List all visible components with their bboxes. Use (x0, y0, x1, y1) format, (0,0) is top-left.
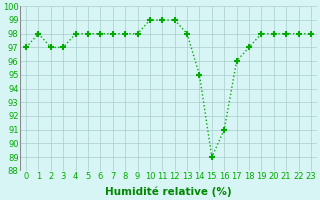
X-axis label: Humidité relative (%): Humidité relative (%) (105, 187, 232, 197)
